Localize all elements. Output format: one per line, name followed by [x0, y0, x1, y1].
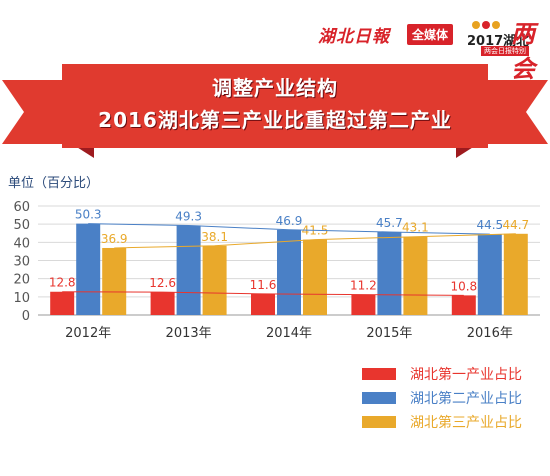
bar [50, 291, 75, 315]
data-label: 49.3 [175, 209, 202, 223]
data-label: 12.8 [49, 276, 76, 290]
data-label: 12.6 [149, 276, 176, 290]
x-tick-label: 2016年 [467, 326, 513, 341]
bar [76, 223, 101, 315]
bar [451, 295, 476, 315]
chart-title-line2: 2016湖北第三产业比重超过第二产业 [98, 108, 452, 132]
chart-title-line1: 调整产业结构 [212, 76, 338, 100]
x-tick-label: 2015年 [366, 326, 412, 341]
bar [351, 294, 376, 315]
data-label: 44.7 [502, 218, 529, 232]
bar [150, 292, 175, 315]
legend-item: 湖北第二产业占比 [362, 388, 542, 408]
bar [251, 293, 275, 315]
y-tick-label: 20 [13, 273, 30, 288]
event-mark: 两会 [511, 20, 535, 83]
bar [277, 229, 301, 315]
bar [303, 239, 327, 315]
trend-line [114, 233, 516, 249]
data-label: 46.9 [276, 214, 303, 228]
data-label: 44.5 [476, 218, 503, 232]
bar [503, 233, 528, 315]
y-tick-label: 50 [13, 218, 30, 233]
legend-swatch [362, 416, 396, 428]
header: 湖北日報 全媒体 2017湖北 两会 两会日报特别 [0, 0, 550, 83]
data-label: 36.9 [101, 232, 128, 246]
trend-line [88, 223, 490, 235]
y-tick-label: 0 [22, 309, 30, 324]
legend-swatch [362, 368, 396, 380]
event-year: 2017湖北 [467, 34, 530, 49]
bar-chart: 0 10 20 30 40 50 60 12.8 50.3 36.9 2012年 12.6 49.3 38… [13, 200, 540, 341]
y-tick-label: 10 [13, 291, 30, 306]
bar [377, 231, 402, 315]
brand-badge: 全媒体 [407, 24, 454, 45]
bar [102, 247, 127, 315]
brand-logo: 湖北日報 [318, 27, 390, 47]
y-axis-label: 单位（百分比） [8, 176, 100, 191]
emblem-icon [472, 21, 500, 29]
ribbon-shape [2, 64, 548, 158]
bar [477, 234, 502, 315]
legend-item: 湖北第三产业占比 [362, 412, 542, 432]
x-tick-label: 2012年 [65, 326, 111, 341]
data-label: 11.2 [350, 279, 377, 293]
bar [176, 225, 201, 315]
data-label: 43.1 [402, 221, 429, 235]
data-label: 50.3 [75, 208, 102, 222]
legend-label: 湖北第二产业占比 [410, 391, 522, 407]
y-tick-label: 60 [13, 200, 30, 215]
legend-label: 湖北第一产业占比 [410, 367, 522, 383]
title-ribbon: 调整产业结构 2016湖北第三产业比重超过第二产业 [0, 62, 550, 162]
bar [403, 236, 428, 315]
event-logo: 2017湖北 两会 两会日报特别 [467, 20, 541, 83]
data-label: 11.6 [250, 278, 277, 292]
bar [202, 245, 227, 315]
y-tick-label: 30 [13, 255, 30, 270]
event-subtitle: 两会日报特别 [481, 46, 529, 56]
legend-label: 湖北第三产业占比 [410, 415, 522, 431]
trend-line [62, 291, 464, 296]
y-tick-label: 40 [13, 236, 30, 251]
legend-swatch [362, 392, 396, 404]
x-tick-label: 2013年 [166, 326, 212, 341]
data-label: 10.8 [450, 279, 477, 293]
legend-item: 湖北第一产业占比 [362, 364, 542, 384]
data-label: 45.7 [376, 216, 403, 230]
data-label: 38.1 [201, 230, 228, 244]
x-tick-label: 2014年 [266, 326, 312, 341]
